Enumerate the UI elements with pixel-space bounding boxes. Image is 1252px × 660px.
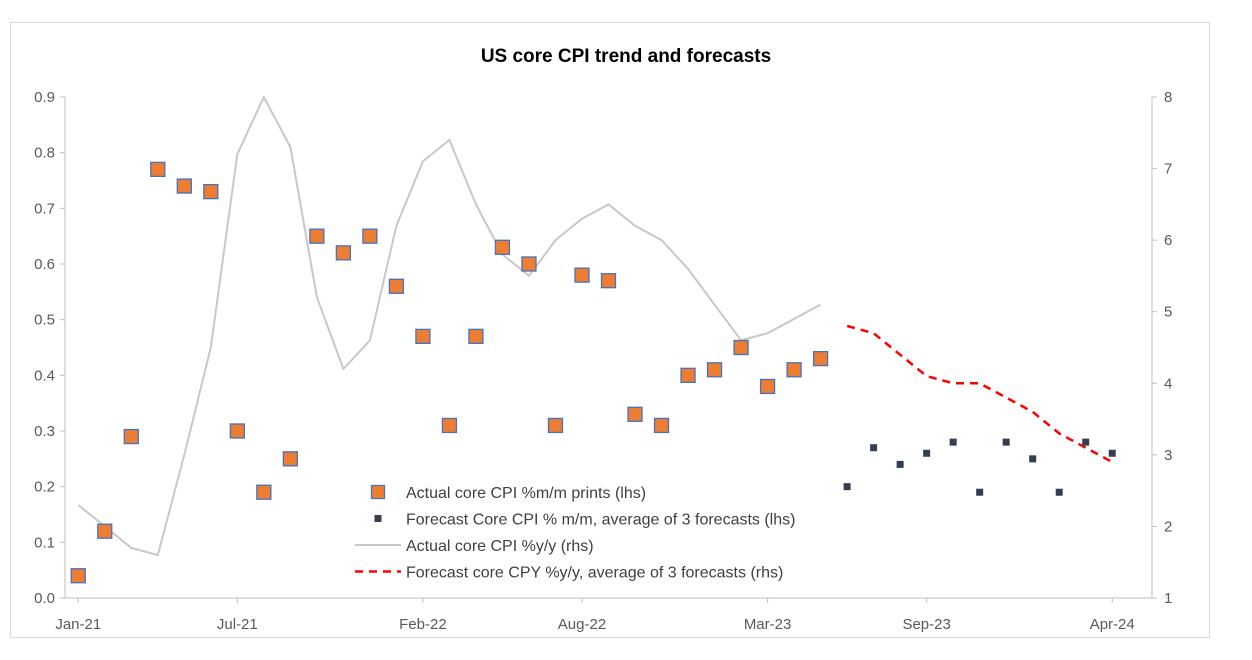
forecast-mm-point (976, 488, 984, 496)
y-left-tick-label: 0.2 (34, 479, 55, 496)
y-right-tick-label: 8 (1164, 89, 1172, 106)
y-left-tick-label: 0.8 (34, 145, 55, 162)
legend-label: Forecast Core CPI % m/m, average of 3 fo… (406, 512, 795, 529)
legend-symbol (374, 515, 382, 522)
legend: Actual core CPI %m/m prints (lhs) Forecas… (355, 484, 795, 582)
forecast-mm-point (1002, 438, 1010, 446)
actual-mm-point (653, 417, 670, 434)
y-left-tick-label: 0.7 (34, 200, 55, 217)
actual-mm-point (123, 428, 139, 445)
actual-mm-point (812, 350, 829, 367)
actual-yoy-line (77, 96, 822, 557)
y-left-tick-label: 0.9 (34, 89, 55, 106)
actual-mm-point (415, 328, 431, 345)
actual-mm-point (388, 278, 405, 294)
actual-mm-point (706, 362, 723, 378)
actual-mm-point (468, 328, 484, 345)
x-tick-label: Feb-22 (399, 616, 447, 633)
y-left-tick-label: 0.1 (34, 534, 55, 551)
actual-mm-point (97, 523, 113, 539)
forecast-yoy-line (846, 324, 1113, 464)
chart-title: US core CPI trend and forecasts (481, 46, 771, 67)
plot-area (70, 96, 1116, 584)
legend-symbol (370, 484, 386, 500)
actual-mm-point (150, 161, 166, 178)
actual-mm-point (441, 417, 458, 434)
actual-mm-point (309, 228, 325, 244)
y-right-tick-label: 1 (1164, 590, 1172, 607)
y-left-tick-label: 0.6 (34, 256, 55, 273)
y-right-tick-label: 5 (1164, 304, 1172, 321)
actual-mm-point (521, 256, 537, 272)
chart-frame (10, 22, 1210, 638)
forecast-mm-point (843, 483, 851, 491)
y-right-tick-label: 2 (1164, 518, 1172, 535)
forecast-mm-point (923, 449, 931, 457)
x-tick-label: Aug-22 (558, 616, 606, 633)
y-left-tick-label: 0.0 (34, 590, 55, 607)
actual-mm-point (759, 378, 776, 395)
x-tick-label: Sep-23 (902, 616, 950, 633)
actual-mm-point (282, 451, 299, 467)
axes: 0.0 0.1 0.2 0.3 0.4 0.5 0.6 0.7 0.8 0.9 1 2 3 4 5 6 7 8 Ja… (34, 89, 1172, 633)
x-tick-label: Jul-21 (217, 616, 258, 633)
x-tick-label: Jan-21 (55, 616, 101, 633)
actual-mm-point (362, 228, 378, 244)
actual-mm-point (256, 484, 272, 500)
forecast-mm-point (949, 438, 957, 446)
forecast-mm-point (1029, 455, 1037, 463)
actual-mm-point (229, 423, 245, 439)
actual-mm-point (70, 568, 86, 584)
actual-mm-point (627, 406, 643, 422)
forecast-mm-point (870, 444, 878, 452)
actual-mm-point (494, 239, 511, 255)
forecast-mm-point (1108, 449, 1116, 457)
actual-mm-point (786, 362, 802, 378)
forecast-mm-point (896, 460, 904, 468)
actual-mm-point (733, 339, 749, 356)
y-right-tick-label: 6 (1164, 232, 1172, 249)
actual-mm-point (680, 367, 696, 383)
legend-label: Actual core CPI %m/m prints (lhs) (406, 485, 646, 502)
actual-mm-point (176, 178, 192, 194)
y-right-tick-label: 3 (1164, 447, 1172, 464)
legend-label: Forecast core CPY %y/y, average of 3 for… (406, 565, 783, 582)
legend-label: Actual core CPI %y/y (rhs) (406, 538, 594, 555)
actual-mm-point (547, 417, 564, 434)
actual-mm-point (600, 273, 617, 289)
forecast-mm-point (1055, 488, 1063, 496)
y-left-tick-label: 0.4 (34, 367, 55, 384)
y-left-tick-label: 0.5 (34, 312, 55, 329)
y-right-tick-label: 4 (1164, 375, 1172, 392)
actual-mm-point (203, 183, 219, 200)
x-tick-label: Apr-24 (1090, 616, 1135, 633)
x-tick-label: Mar-23 (744, 616, 792, 633)
forecast-mm-point (1082, 438, 1090, 446)
actual-mm-point (574, 267, 590, 283)
actual-mm-point (335, 245, 352, 261)
y-right-tick-label: 7 (1164, 161, 1172, 178)
y-left-tick-label: 0.3 (34, 423, 55, 440)
